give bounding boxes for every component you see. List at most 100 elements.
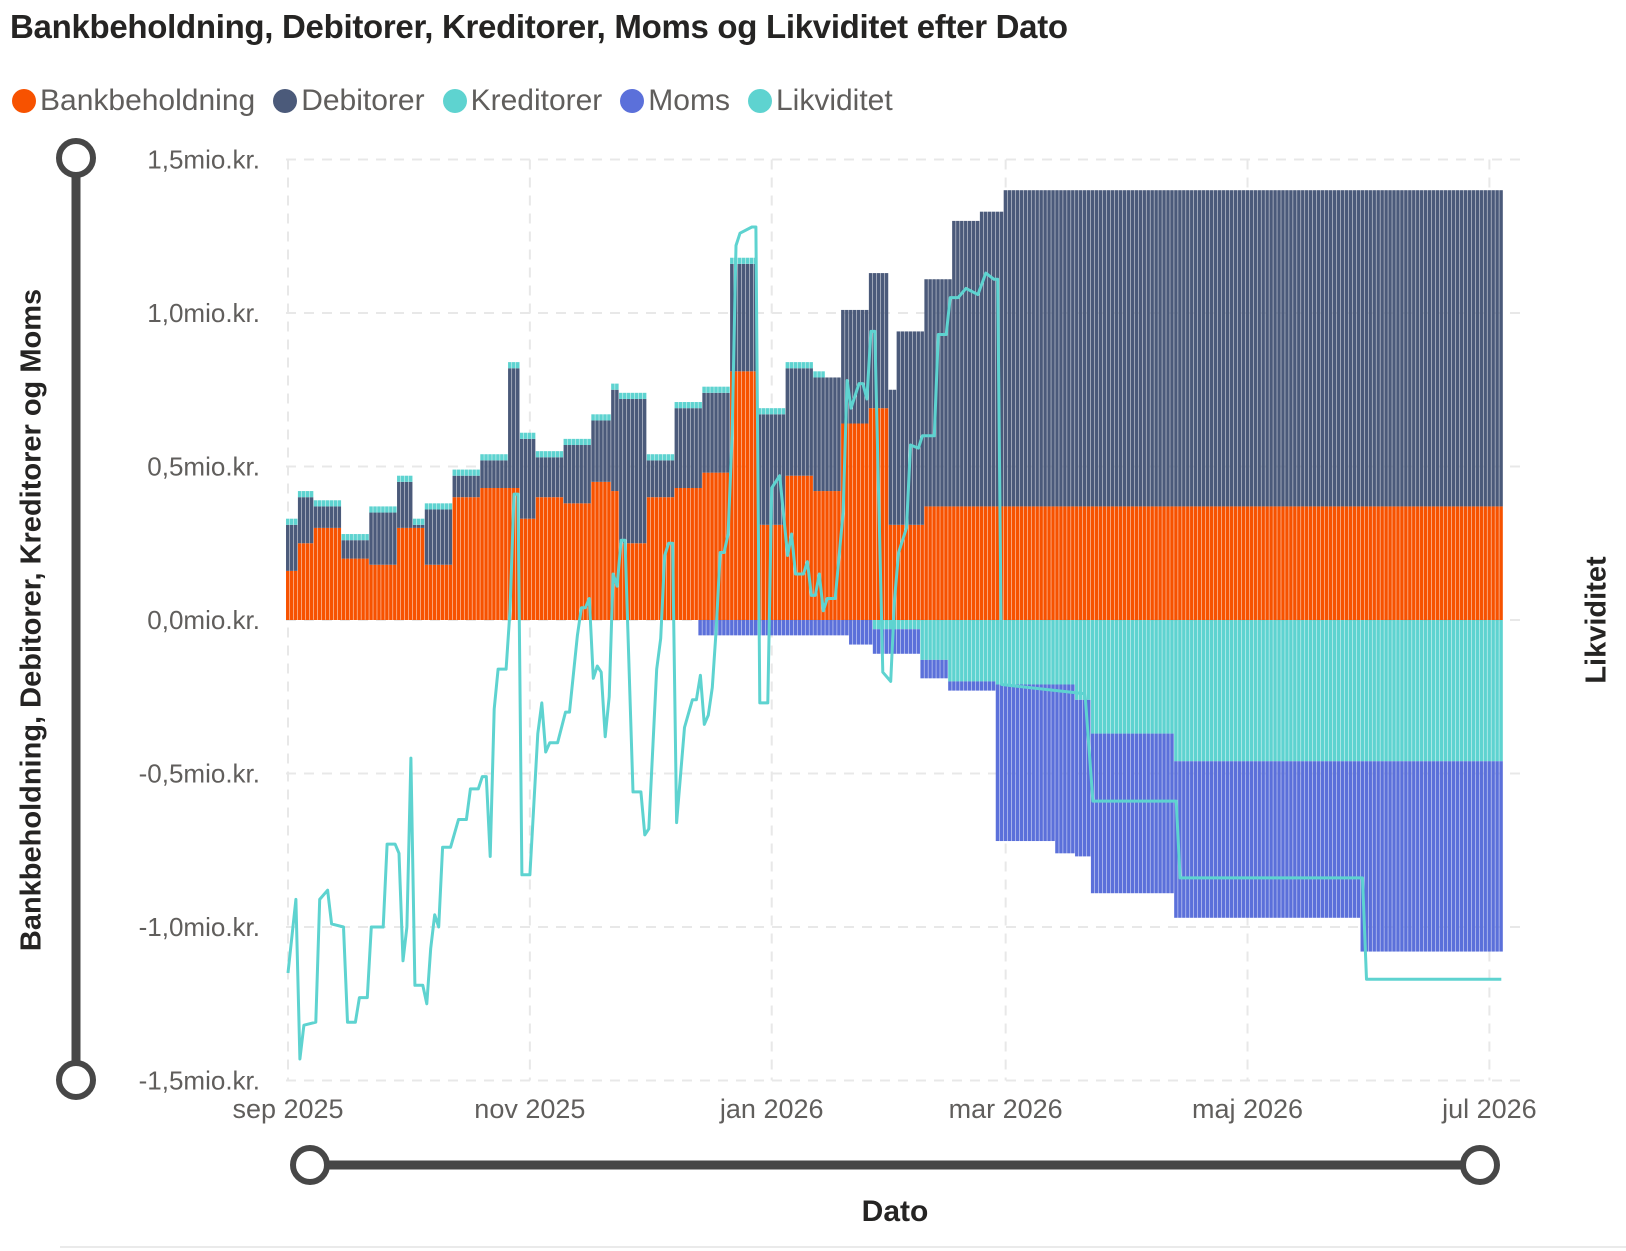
bar-moms — [1380, 761, 1384, 952]
bar-kreditorer — [551, 451, 556, 458]
bar-moms — [1154, 733, 1158, 894]
bar-moms — [1138, 733, 1142, 894]
bar-moms — [1178, 761, 1182, 918]
legend-label: Debitorer — [301, 84, 425, 117]
bar-bankbeholdning — [868, 408, 873, 620]
bar-kreditorer — [670, 454, 675, 461]
bar-bankbeholdning — [860, 423, 865, 620]
bar-debitorer — [1039, 190, 1043, 507]
x-slider-right-handle-icon[interactable] — [1460, 1145, 1500, 1185]
bar-debitorer — [718, 392, 722, 473]
bar-moms — [769, 620, 774, 636]
bar-bankbeholdning — [1352, 506, 1357, 620]
bar-debitorer — [591, 420, 595, 482]
bar-moms — [1237, 761, 1242, 918]
bar-moms — [1071, 684, 1075, 854]
bar-moms — [983, 681, 988, 691]
bar-debitorer — [757, 414, 762, 525]
secondary-y-axis-title: Likviditet — [1580, 556, 1613, 684]
bar-kreditorer — [730, 257, 734, 264]
bar-kreditorer — [1094, 620, 1099, 734]
bar-kreditorer — [805, 362, 809, 369]
bar-bankbeholdning — [1170, 506, 1174, 620]
bar-kreditorer — [797, 362, 802, 369]
bar-kreditorer — [642, 392, 647, 399]
x-range-slider[interactable] — [290, 1145, 1500, 1185]
bar-debitorer — [559, 457, 564, 498]
bar-bankbeholdning — [694, 487, 698, 620]
bar-kreditorer — [420, 518, 425, 525]
bar-debitorer — [305, 497, 310, 544]
bar-bankbeholdning — [539, 497, 544, 620]
bar-debitorer — [666, 460, 671, 498]
bar-kreditorer — [523, 432, 528, 439]
bar-moms — [797, 620, 802, 636]
bar-debitorer — [1427, 190, 1432, 507]
legend-item-debitorer[interactable]: Debitorer — [273, 84, 425, 118]
bar-kreditorer — [333, 500, 338, 507]
bar-kreditorer — [777, 408, 782, 415]
bar-kreditorer — [952, 620, 956, 682]
x-axis-title: Dato — [861, 1195, 929, 1228]
bar-bankbeholdning — [1059, 506, 1063, 620]
bar-bankbeholdning — [888, 524, 893, 620]
bar-debitorer — [892, 389, 897, 525]
legend-item-moms[interactable]: Moms — [620, 84, 730, 118]
bar-kreditorer — [571, 438, 575, 446]
bar-kreditorer — [1257, 620, 1261, 762]
bar-kreditorer — [1348, 620, 1353, 762]
bar-bankbeholdning — [309, 543, 314, 620]
legend-item-likviditet[interactable]: Likviditet — [747, 84, 893, 118]
x-slider-left-handle-icon[interactable] — [290, 1145, 330, 1185]
bar-debitorer — [1213, 190, 1218, 507]
bar-bankbeholdning — [1249, 506, 1254, 620]
bar-debitorer — [1194, 190, 1198, 507]
bar-kreditorer — [357, 534, 361, 541]
bar-bankbeholdning — [1225, 506, 1230, 620]
bar-debitorer — [504, 460, 508, 488]
bar-debitorer — [1491, 190, 1495, 507]
bar-kreditorer — [714, 386, 718, 393]
bar-moms — [1166, 733, 1170, 894]
bar-debitorer — [809, 368, 813, 476]
bar-debitorer — [615, 389, 619, 492]
bar-bankbeholdning — [341, 558, 346, 620]
bar-bankbeholdning — [289, 570, 294, 620]
bar-moms — [781, 620, 786, 636]
legend-item-bankbeholdning[interactable]: Bankbeholdning — [12, 84, 255, 118]
y-slider-bottom-handle-icon[interactable] — [56, 1060, 96, 1100]
bar-bankbeholdning — [627, 543, 631, 620]
bar-kreditorer — [1316, 620, 1321, 762]
bar-kreditorer — [1118, 620, 1123, 734]
bar-debitorer — [563, 445, 568, 504]
bar-bankbeholdning — [512, 487, 516, 620]
bar-moms — [1455, 761, 1460, 952]
bar-debitorer — [1455, 190, 1460, 507]
y-range-slider[interactable] — [56, 138, 96, 1100]
bar-kreditorer — [924, 620, 928, 660]
bar-bankbeholdning — [325, 527, 330, 620]
bar-kreditorer — [741, 257, 746, 264]
bar-moms — [833, 620, 837, 636]
bar-debitorer — [1443, 190, 1448, 507]
bar-moms — [1451, 761, 1456, 952]
bar-kreditorer — [1071, 620, 1075, 685]
bar-debitorer — [1297, 190, 1301, 507]
bar-bankbeholdning — [975, 506, 980, 620]
bar-moms — [1079, 699, 1083, 857]
bar-bankbeholdning — [369, 564, 373, 620]
bar-debitorer — [527, 438, 532, 519]
legend-item-kreditorer[interactable]: Kreditorer — [442, 84, 602, 118]
bar-kreditorer — [813, 371, 817, 378]
bar-debitorer — [488, 460, 492, 488]
bar-debitorer — [393, 512, 397, 565]
bar-moms — [1328, 761, 1333, 918]
bar-bankbeholdning — [1332, 506, 1337, 620]
bar-bankbeholdning — [896, 524, 901, 620]
bar-kreditorer — [630, 392, 635, 399]
y-slider-top-handle-icon[interactable] — [56, 138, 96, 178]
bar-debitorer — [853, 309, 857, 424]
bar-bankbeholdning — [880, 408, 885, 620]
legend-label: Moms — [648, 84, 730, 117]
